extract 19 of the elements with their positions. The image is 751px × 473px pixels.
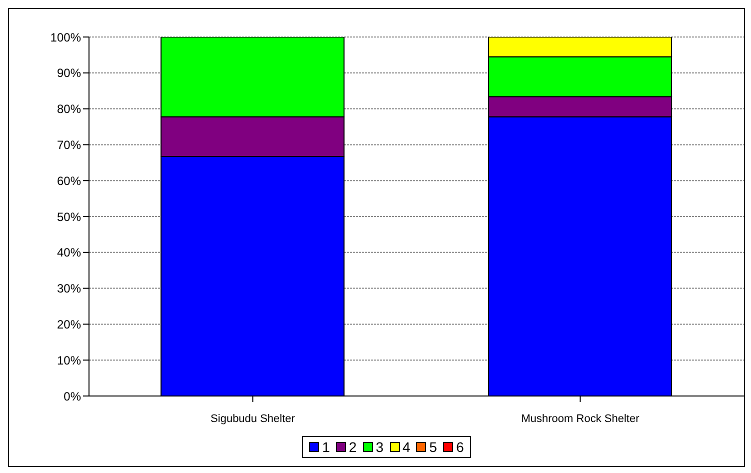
legend-label: 4 bbox=[402, 439, 410, 455]
y-tick-label: 20% bbox=[56, 317, 82, 332]
legend-label: 6 bbox=[456, 439, 464, 455]
y-tick-label: 90% bbox=[56, 66, 82, 80]
x-tick-label: Mushroom Rock Shelter bbox=[521, 412, 640, 425]
y-tick-label: 40% bbox=[56, 246, 82, 260]
y-tick-label: 50% bbox=[56, 210, 82, 224]
legend-label: 3 bbox=[376, 439, 384, 455]
y-tick-label: 80% bbox=[56, 102, 82, 116]
legend-label: 2 bbox=[348, 439, 357, 455]
y-tick-label: 70% bbox=[56, 138, 82, 152]
y-tick-label: 30% bbox=[56, 282, 82, 296]
y-tick-label: 100% bbox=[50, 30, 82, 44]
legend-label: 5 bbox=[429, 439, 438, 455]
y-tick-label: 60% bbox=[56, 174, 82, 188]
y-tick-label: 0% bbox=[64, 389, 82, 404]
y-tick-label: 10% bbox=[56, 353, 82, 368]
x-tick-label: Sigubudu Shelter bbox=[210, 412, 296, 425]
legend-label: 1 bbox=[322, 439, 330, 455]
